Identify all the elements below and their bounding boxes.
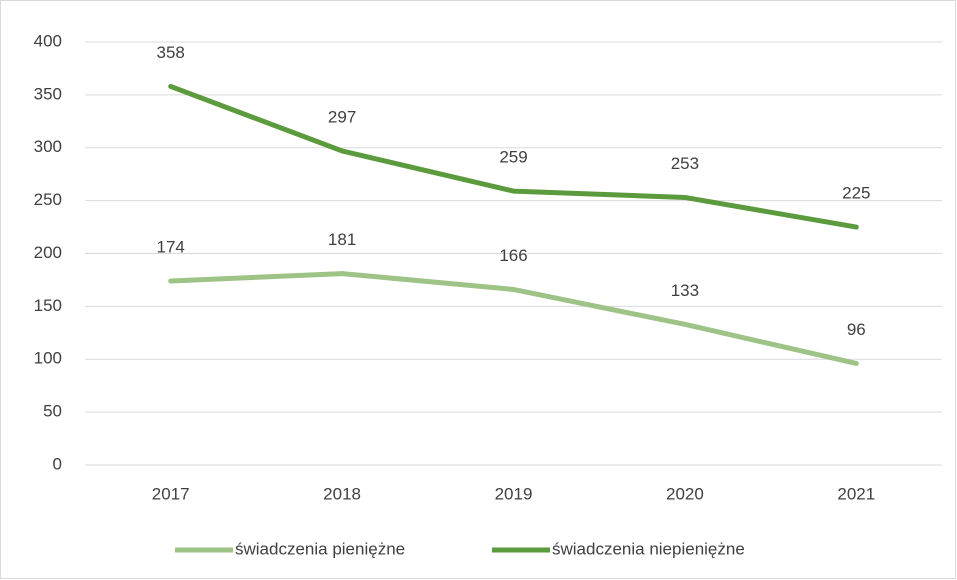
series-line [168,83,859,230]
data-label: 174 [157,237,185,256]
y-tick-label: 0 [53,454,62,473]
y-tick-label: 50 [43,402,62,421]
y-tick-label: 150 [34,296,62,315]
series-line [168,271,859,366]
data-label: 96 [847,320,866,339]
data-label: 253 [671,154,699,173]
x-tick-label: 2017 [152,484,190,503]
data-label: 133 [671,281,699,300]
y-tick-label: 400 [34,31,62,50]
data-label: 225 [842,184,870,203]
data-label: 358 [157,43,185,62]
legend-label: świadczenia pieniężne [235,539,405,558]
x-tick-label: 2020 [666,484,704,503]
y-tick-label: 350 [34,84,62,103]
y-tick-label: 300 [34,137,62,156]
y-tick-label: 100 [34,349,62,368]
data-label: 181 [328,230,356,249]
y-tick-label: 250 [34,190,62,209]
legend-label: świadczenia niepieniężne [552,539,745,558]
data-label: 166 [499,246,527,265]
data-label: 259 [499,148,527,167]
y-tick-label: 200 [34,243,62,262]
x-tick-label: 2018 [323,484,361,503]
data-label: 297 [328,107,356,126]
x-tick-label: 2019 [495,484,533,503]
x-tick-label: 2021 [837,484,875,503]
